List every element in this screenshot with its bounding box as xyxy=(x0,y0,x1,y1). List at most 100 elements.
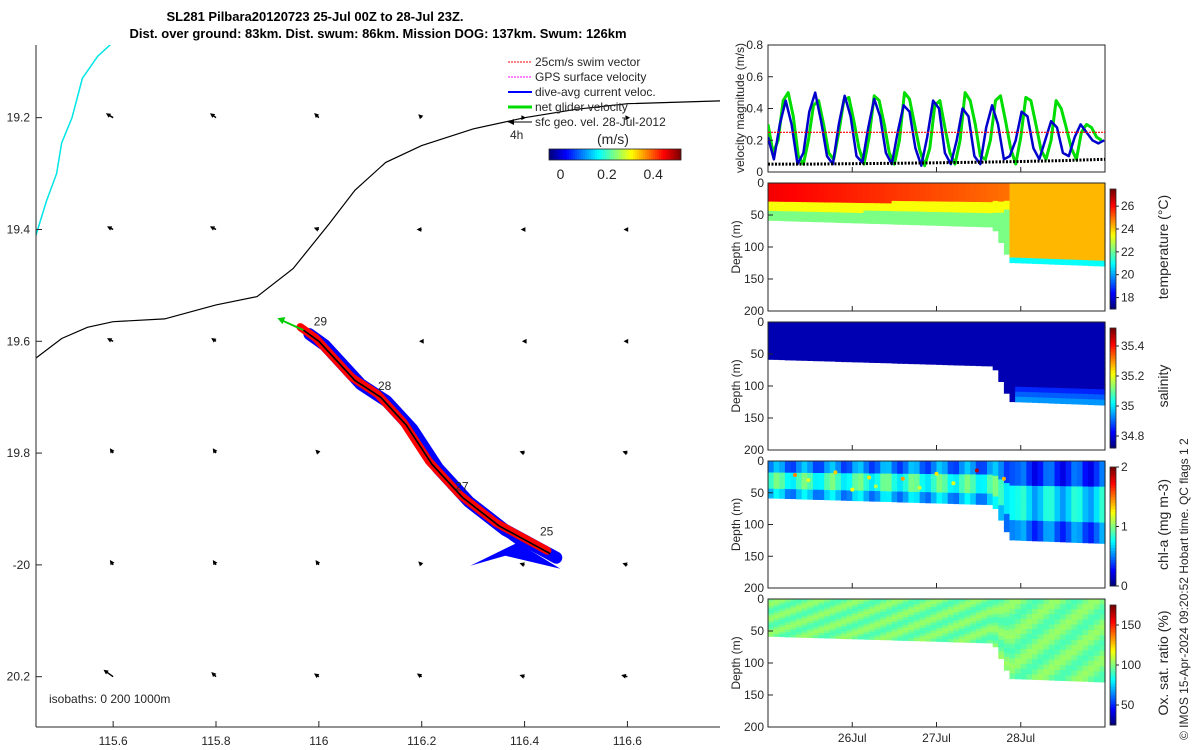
section-cell xyxy=(773,461,780,464)
section-colorbar-tick-label: 150 xyxy=(1121,618,1141,632)
section-cell xyxy=(1026,208,1033,214)
section-colorbar-cell xyxy=(1110,385,1116,389)
section-cell xyxy=(1054,521,1061,527)
section-colorbar-cell xyxy=(1110,397,1116,401)
section-cell xyxy=(1026,654,1033,660)
section-cell xyxy=(1088,512,1095,518)
section-cell xyxy=(970,609,977,614)
section-cell xyxy=(992,209,999,214)
section-cell xyxy=(846,326,853,330)
section-cell xyxy=(1043,238,1050,245)
section-cell xyxy=(1009,495,1016,501)
section-cell xyxy=(1076,624,1084,631)
section-cell xyxy=(818,487,825,491)
section-cell xyxy=(1009,510,1016,516)
section-cell xyxy=(824,197,831,201)
section-cell xyxy=(970,626,977,630)
section-colorbar-cell xyxy=(1110,261,1116,265)
section-cell xyxy=(998,490,1005,495)
section-cell xyxy=(768,215,775,219)
section-cell xyxy=(1003,465,1011,471)
geo-vector xyxy=(521,115,527,121)
section-cell xyxy=(897,337,904,341)
section-cell xyxy=(835,207,842,211)
section-cell xyxy=(964,485,971,489)
section-cell xyxy=(807,324,814,328)
section-colorbar-cell xyxy=(1110,412,1116,416)
section-cell xyxy=(1020,212,1027,219)
section-cell xyxy=(790,610,797,614)
section-cell xyxy=(1088,624,1095,631)
section-cell xyxy=(897,463,904,467)
section-cell xyxy=(829,192,836,196)
section-cell xyxy=(824,329,831,333)
section-cell xyxy=(975,360,982,364)
section-cell xyxy=(1060,193,1067,199)
section-cell xyxy=(824,623,831,627)
section-cell xyxy=(891,496,898,500)
section-colorbar-cell xyxy=(1110,394,1116,398)
section-cell xyxy=(975,196,982,200)
section-cell xyxy=(1076,342,1084,349)
section-cell xyxy=(964,617,971,622)
geo-vector xyxy=(210,113,217,119)
section-cell xyxy=(1015,212,1022,219)
section-cell xyxy=(987,199,994,203)
section-cell xyxy=(1020,198,1027,204)
section-cell xyxy=(953,490,960,494)
section-cell xyxy=(1009,648,1016,655)
section-cell xyxy=(942,463,949,467)
section-cell xyxy=(1026,639,1033,645)
section-cell xyxy=(998,344,1005,349)
section-cell xyxy=(1060,208,1067,215)
section-colorbar-tick-label: 1 xyxy=(1121,520,1128,534)
section-cell xyxy=(953,471,960,475)
section-cell xyxy=(1037,238,1044,244)
section-cell xyxy=(1037,614,1044,620)
section-cell xyxy=(987,615,994,619)
section-cell xyxy=(796,627,803,631)
section-cell xyxy=(829,630,836,634)
section-cell xyxy=(947,330,954,334)
section-cell xyxy=(1054,393,1061,399)
section-cell xyxy=(852,195,859,199)
section-cell xyxy=(942,361,949,366)
section-cell xyxy=(925,625,932,629)
section-colorbar-cell xyxy=(1110,225,1116,229)
section-cell xyxy=(863,614,870,618)
section-cell xyxy=(970,346,977,350)
section-cell xyxy=(784,347,792,351)
section-cell xyxy=(841,334,848,338)
section-cell xyxy=(964,340,971,345)
section-cell xyxy=(801,348,808,352)
section-cell xyxy=(796,477,803,481)
section-cell xyxy=(959,356,966,361)
section-cell xyxy=(1015,242,1022,249)
section-cell xyxy=(852,351,859,355)
section-cell xyxy=(930,633,938,637)
section-cell xyxy=(914,203,921,207)
section-cell xyxy=(874,604,881,608)
section-cell xyxy=(998,351,1005,356)
section-cell xyxy=(1037,644,1044,650)
section-cell xyxy=(930,219,938,224)
section-cell xyxy=(953,335,960,339)
section-cell xyxy=(874,478,881,482)
section-cell xyxy=(835,358,842,362)
section-cell xyxy=(930,463,938,467)
section-cell xyxy=(925,345,932,349)
section-cell xyxy=(1054,228,1061,235)
section-cell xyxy=(1020,208,1027,214)
section-cell xyxy=(773,474,780,478)
section-cell xyxy=(964,626,971,630)
section-cell xyxy=(953,620,960,624)
section-cell xyxy=(908,471,915,475)
section-cell xyxy=(1043,367,1050,373)
section-cell xyxy=(987,485,994,489)
section-cell xyxy=(914,492,921,496)
section-cell xyxy=(880,349,887,353)
section-cell xyxy=(768,467,775,471)
section-cell xyxy=(964,609,971,614)
section-cell xyxy=(801,489,808,493)
section-cell xyxy=(959,493,966,497)
